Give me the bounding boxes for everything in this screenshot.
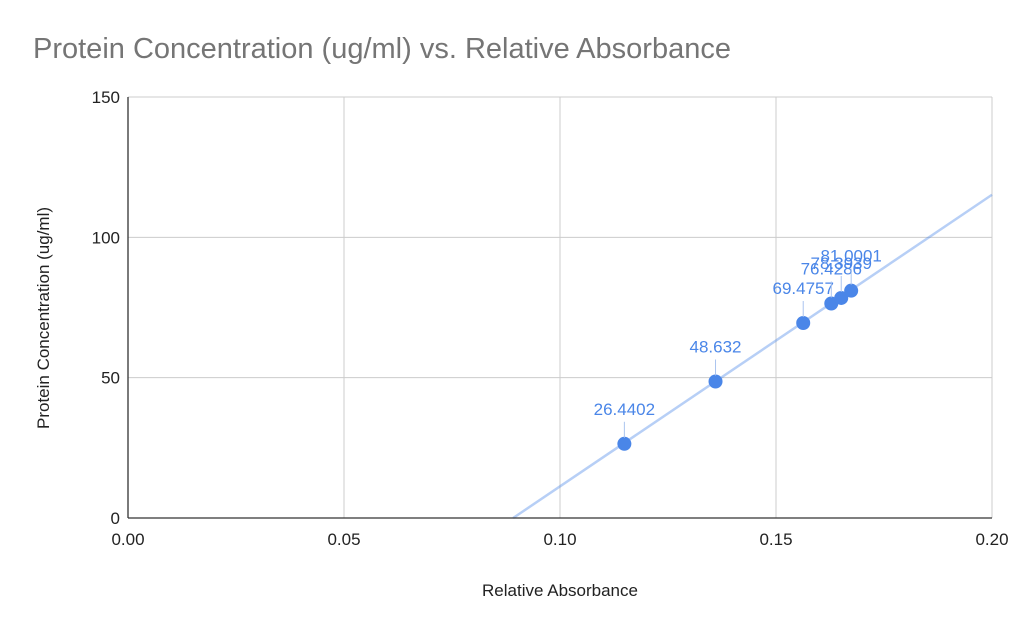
data-label: 81.0001 bbox=[820, 247, 881, 266]
data-label: 76.4286 bbox=[801, 259, 862, 278]
data-point bbox=[708, 374, 723, 389]
data-points bbox=[617, 283, 859, 451]
x-tick-label: 0.05 bbox=[327, 530, 360, 549]
data-point bbox=[834, 290, 849, 305]
data-point bbox=[844, 283, 859, 298]
data-label: 78.3939 bbox=[811, 254, 872, 273]
data-point bbox=[617, 436, 632, 451]
axes bbox=[127, 97, 992, 519]
x-tick-label: 0.15 bbox=[759, 530, 792, 549]
data-label: 69.4757 bbox=[772, 279, 833, 298]
trendline-layer bbox=[512, 193, 993, 520]
y-tick-label: 50 bbox=[101, 369, 120, 388]
y-tick-label: 0 bbox=[111, 509, 120, 528]
x-tick-label: 0.00 bbox=[111, 530, 144, 549]
x-axis-label: Relative Absorbance bbox=[482, 581, 638, 600]
data-point bbox=[796, 316, 811, 331]
gridlines bbox=[128, 96, 993, 518]
chart-title: Protein Concentration (ug/ml) vs. Relati… bbox=[33, 33, 731, 65]
tick-labels: 0.00 0.05 0.10 0.15 0.20 0 50 100 150 bbox=[92, 88, 1009, 549]
y-axis-label: Protein Concentration (ug/ml) bbox=[34, 207, 53, 429]
data-label: 26.4402 bbox=[594, 400, 655, 419]
x-tick-label: 0.10 bbox=[543, 530, 576, 549]
y-tick-label: 150 bbox=[92, 88, 120, 107]
data-label: 48.632 bbox=[690, 338, 742, 357]
y-tick-label: 100 bbox=[92, 228, 120, 247]
trendline bbox=[512, 193, 993, 520]
x-tick-label: 0.20 bbox=[975, 530, 1008, 549]
data-labels: 26.4402 48.632 69.475776.428678.393981.000… bbox=[594, 247, 882, 438]
